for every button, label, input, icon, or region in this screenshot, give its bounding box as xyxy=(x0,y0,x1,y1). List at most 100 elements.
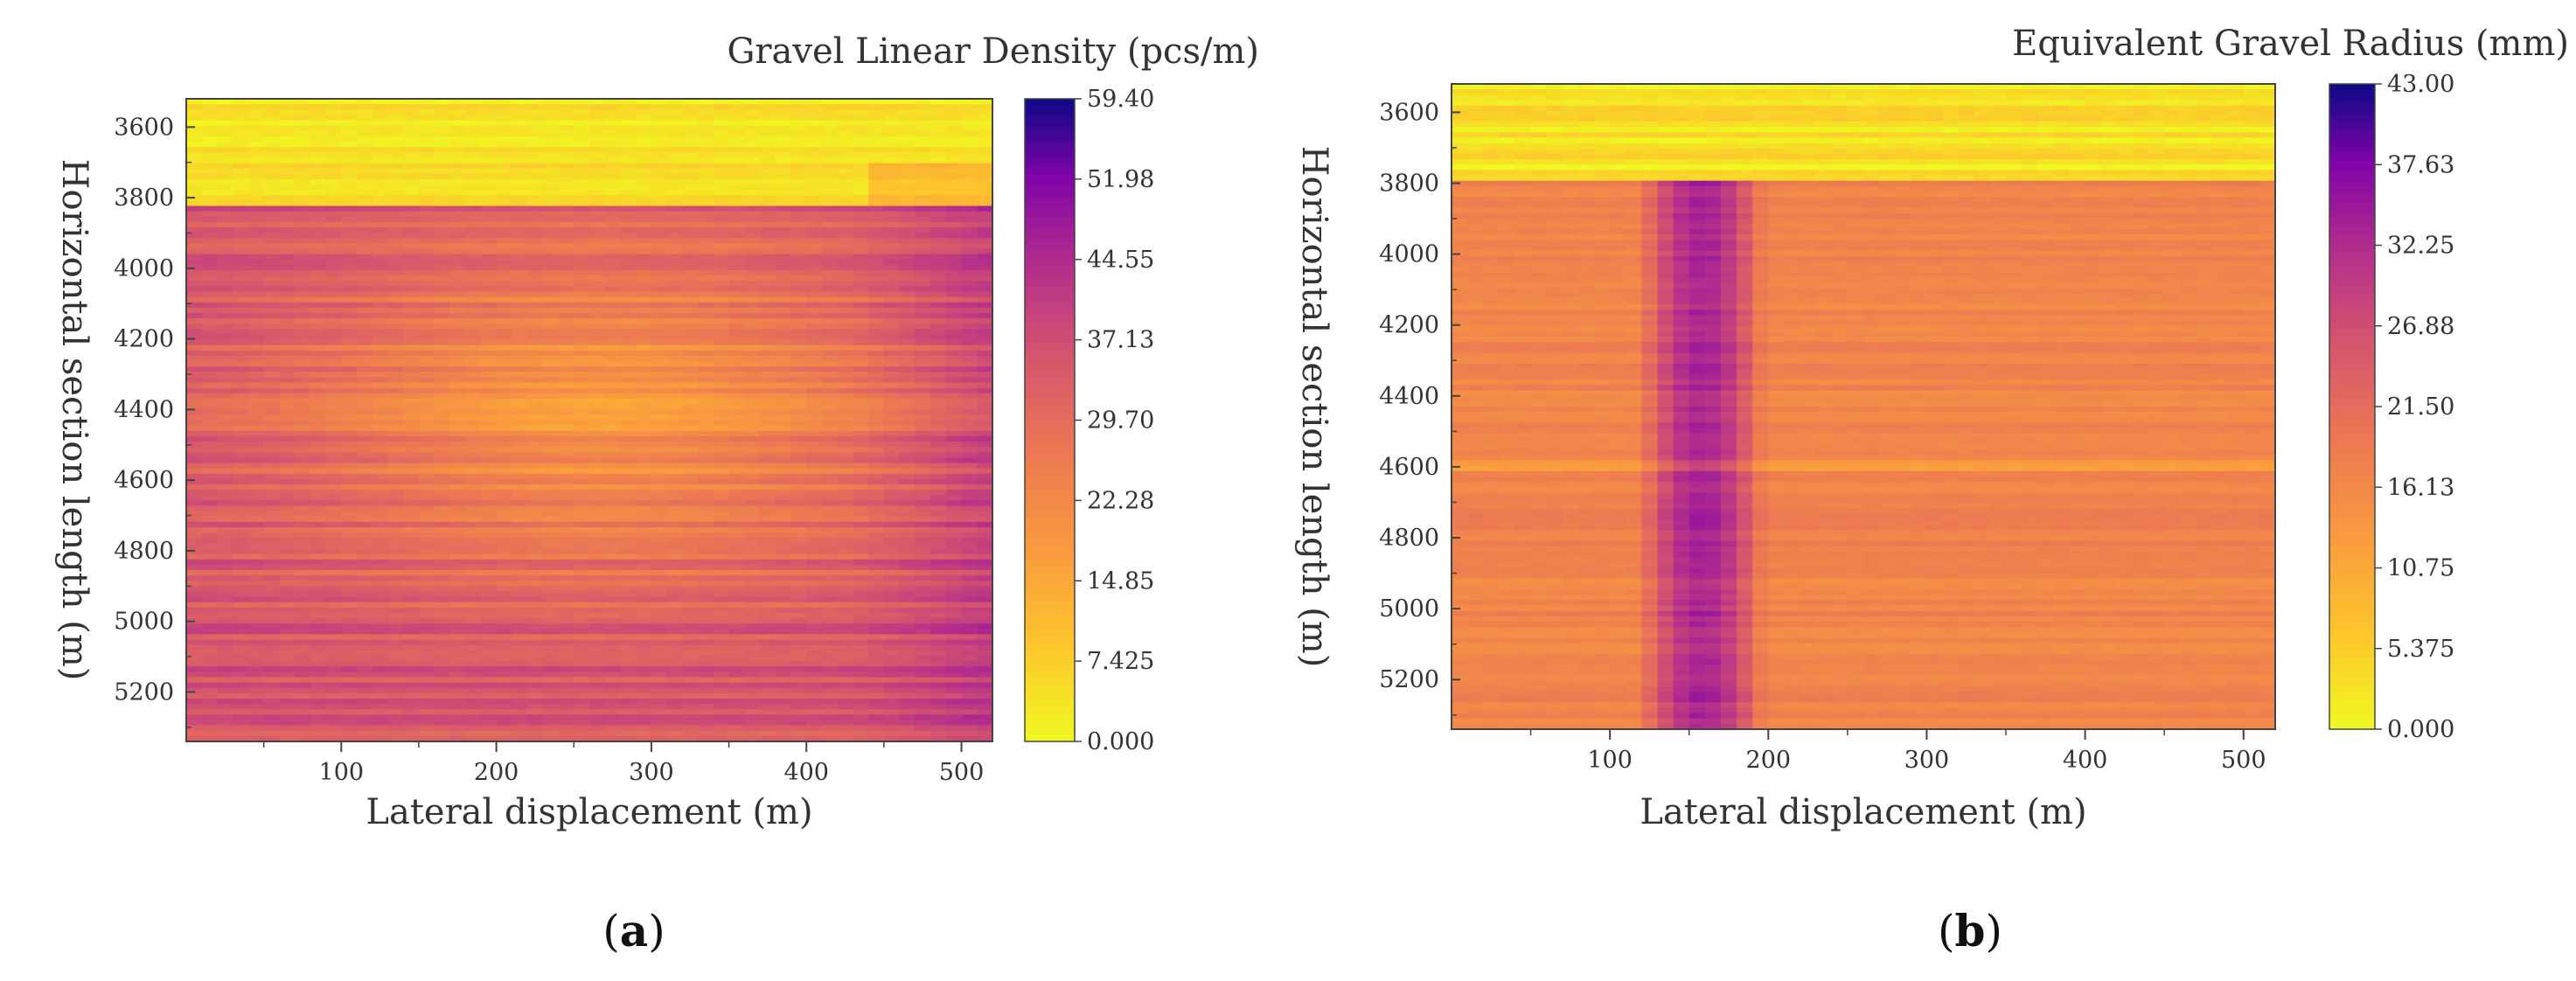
heatmap-cell xyxy=(186,286,203,293)
heatmap-cell xyxy=(883,607,901,614)
heatmap-cell xyxy=(899,404,916,410)
heatmap-cell xyxy=(620,409,637,415)
heatmap-cell xyxy=(295,238,311,244)
heatmap-cell xyxy=(233,152,249,158)
heatmap-cell xyxy=(233,521,249,528)
heatmap-cell xyxy=(666,329,683,336)
heatmap-cell xyxy=(930,296,947,303)
heatmap-cell xyxy=(883,564,901,571)
heatmap-cell xyxy=(387,527,404,533)
heatmap-cell xyxy=(325,543,342,550)
heatmap-cell xyxy=(217,516,233,523)
heatmap-cell xyxy=(604,543,622,550)
heatmap-cell xyxy=(651,366,668,372)
heatmap-cell xyxy=(496,463,512,470)
heatmap-cell xyxy=(310,313,327,319)
heatmap-cell xyxy=(636,286,652,293)
heatmap-cell xyxy=(790,286,807,293)
heatmap-cell xyxy=(434,307,451,314)
heatmap-cell xyxy=(434,344,451,351)
heatmap-cell xyxy=(977,350,993,357)
heatmap-cell xyxy=(790,184,807,191)
heatmap-cell xyxy=(977,318,993,324)
heatmap-cell xyxy=(899,248,916,255)
heatmap-cell xyxy=(357,420,373,427)
heatmap-cell xyxy=(961,195,978,201)
heatmap-cell xyxy=(186,414,203,421)
heatmap-cell xyxy=(480,435,498,442)
heatmap-cell xyxy=(310,570,327,576)
heatmap-cell xyxy=(651,286,668,293)
heatmap-cell xyxy=(821,463,839,470)
heatmap-cell xyxy=(387,607,404,614)
heatmap-cell xyxy=(341,173,358,180)
heatmap-cell xyxy=(837,281,854,287)
heatmap-cell xyxy=(589,516,606,523)
heatmap-cell xyxy=(837,221,854,228)
heatmap-cell xyxy=(574,543,590,550)
heatmap-cell xyxy=(496,350,512,357)
heatmap-cell xyxy=(853,570,869,576)
heatmap-cell xyxy=(961,243,978,250)
heatmap-cell xyxy=(977,173,993,180)
heatmap-cell xyxy=(604,548,622,555)
heatmap-cell xyxy=(434,136,451,143)
heatmap-cell xyxy=(217,613,233,619)
heatmap-cell xyxy=(899,334,916,341)
heatmap-cell xyxy=(744,173,761,180)
heatmap-cell xyxy=(527,302,544,309)
heatmap-cell xyxy=(744,254,761,261)
heatmap-cell xyxy=(247,291,265,298)
heatmap-cell xyxy=(977,99,993,105)
heatmap-cell xyxy=(480,452,498,458)
heatmap-cell xyxy=(775,581,792,587)
heatmap-cell xyxy=(651,275,668,282)
heatmap-cell xyxy=(325,372,342,379)
heatmap-cell xyxy=(310,409,327,415)
heatmap-cell xyxy=(790,404,807,410)
heatmap-cell xyxy=(372,339,389,346)
heatmap-cell xyxy=(247,178,265,185)
heatmap-cell xyxy=(775,495,792,501)
heatmap-cell xyxy=(542,393,560,400)
heatmap-cell xyxy=(589,463,606,470)
heatmap-cell xyxy=(574,447,590,453)
heatmap-cell xyxy=(542,538,560,544)
heatmap-cell xyxy=(899,490,916,496)
heatmap-cell xyxy=(527,104,544,110)
heatmap-cell xyxy=(434,538,451,544)
heatmap-cell xyxy=(527,109,544,115)
heatmap-cell xyxy=(341,264,358,271)
heatmap-cell xyxy=(263,195,280,201)
heatmap-cell xyxy=(899,227,916,233)
heatmap-cell xyxy=(837,607,854,614)
heatmap-cell xyxy=(558,296,574,303)
heatmap-cell xyxy=(496,216,512,223)
heatmap-cell xyxy=(961,591,978,598)
heatmap-cell xyxy=(961,484,978,491)
heatmap-cell xyxy=(775,452,792,458)
heatmap-cell xyxy=(233,109,249,115)
heatmap-cell xyxy=(418,607,435,614)
heatmap-cell xyxy=(496,366,512,372)
heatmap-cell xyxy=(837,125,854,132)
heatmap-cell xyxy=(868,404,885,410)
heatmap-cell xyxy=(434,291,451,298)
heatmap-cell xyxy=(728,570,745,576)
heatmap-cell xyxy=(760,142,776,148)
heatmap-cell xyxy=(930,430,947,437)
heatmap-cell xyxy=(728,233,745,239)
heatmap-cell xyxy=(977,281,993,287)
heatmap-cell xyxy=(651,147,668,153)
heatmap-cell xyxy=(357,109,373,115)
heatmap-cell xyxy=(201,350,219,357)
heatmap-cell xyxy=(790,296,807,303)
heatmap-cell xyxy=(542,442,560,448)
heatmap-cell xyxy=(263,104,280,110)
heatmap-cell xyxy=(698,115,714,122)
heatmap-cell xyxy=(620,334,637,341)
heatmap-cell xyxy=(760,484,776,491)
heatmap-cell xyxy=(915,200,931,207)
heatmap-cell xyxy=(651,387,668,394)
heatmap-cell xyxy=(821,457,839,464)
